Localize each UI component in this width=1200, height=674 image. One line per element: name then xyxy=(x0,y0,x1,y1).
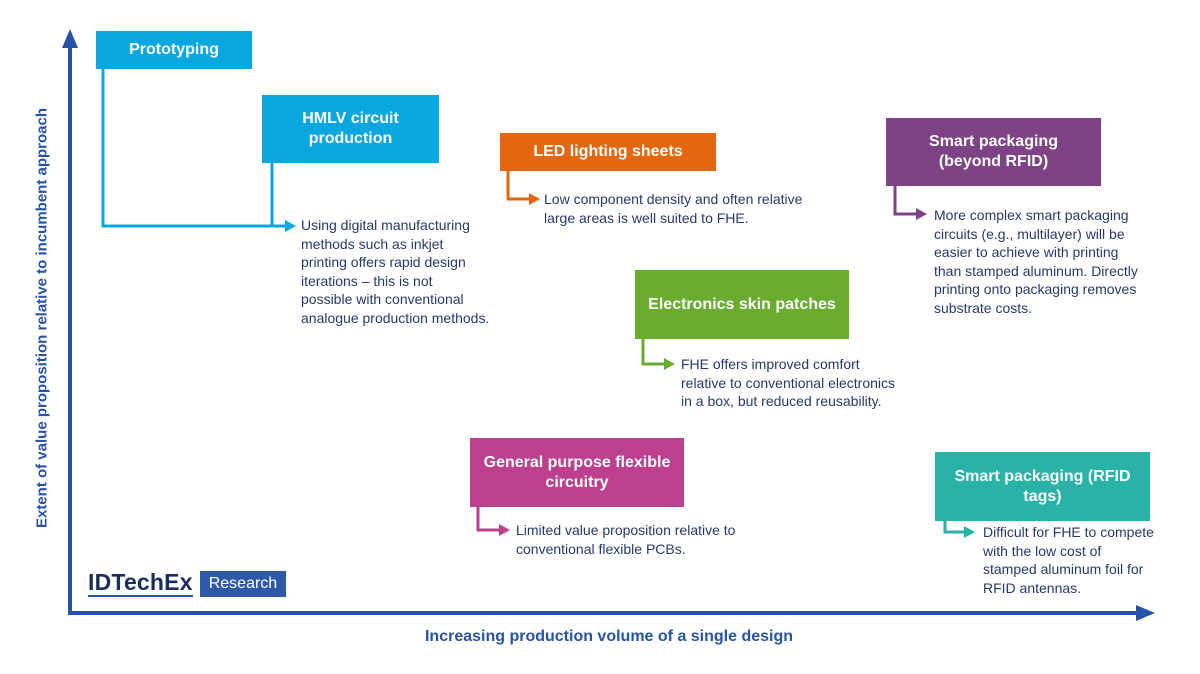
connector-gp-flex-arrow xyxy=(476,507,510,536)
annotation-smart-packaging-beyond-rfid: More complex smart packaging circuits (e… xyxy=(934,207,1138,316)
annotation-general-purpose-flexible-circuitry: Limited value proposition relative to co… xyxy=(516,522,736,557)
annotation-led-lighting-sheets: Low component density and often relative… xyxy=(544,191,803,226)
idtechex-wordmark: IDTechEx xyxy=(88,569,193,597)
idtechex-logo: IDTechEx Research xyxy=(88,569,287,597)
box-smart-packaging-rfid-tags: Smart packaging (RFID tags) xyxy=(935,452,1150,521)
box-led-lighting-sheets: LED lighting sheets xyxy=(500,133,716,171)
research-badge: Research xyxy=(199,571,287,597)
box-hmlv-circuit-production: HMLV circuit production xyxy=(262,95,439,163)
connector-rfid-tags-arrow xyxy=(943,521,975,538)
connector-skin-patches-arrow xyxy=(641,339,675,370)
x-axis-arrow xyxy=(68,605,1155,621)
connector-led-arrow xyxy=(506,171,540,205)
box-general-purpose-flexible-circuitry: General purpose flexible circuitry xyxy=(470,438,684,507)
box-prototyping: Prototyping xyxy=(96,31,252,69)
box-electronics-skin-patches: Electronics skin patches xyxy=(635,270,849,339)
y-axis-arrow xyxy=(62,29,78,613)
annotation-prototyping-hmlv: Using digital manufacturing methods such… xyxy=(301,217,490,326)
annotation-smart-packaging-rfid-tags: Difficult for FHE to compete with the lo… xyxy=(983,524,1154,596)
annotation-electronics-skin-patches: FHE offers improved comfort relative to … xyxy=(681,356,896,409)
connector-prototyping-hmlv-arrow xyxy=(101,69,296,232)
y-axis-label: Extent of value proposition relative to … xyxy=(33,107,51,529)
box-smart-packaging-beyond-rfid: Smart packaging (beyond RFID) xyxy=(886,118,1101,186)
x-axis-label: Increasing production volume of a single… xyxy=(424,628,794,645)
connector-beyond-rfid-arrow xyxy=(893,186,927,220)
